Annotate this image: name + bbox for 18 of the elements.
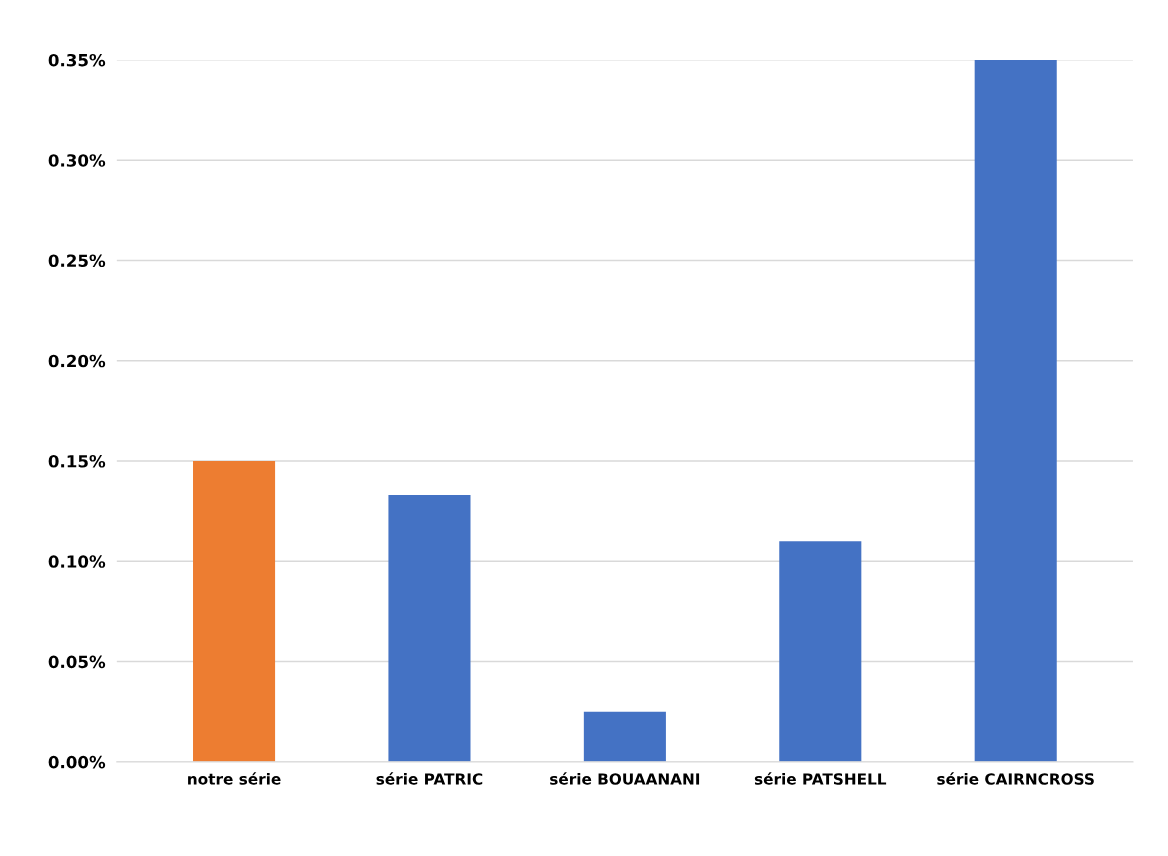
y-tick-label: 0.00% xyxy=(48,755,106,769)
bar xyxy=(974,59,1057,762)
bar xyxy=(583,711,666,762)
y-tick-label: 0.20% xyxy=(48,354,106,368)
x-tick-label: série BOUAANANI xyxy=(550,772,700,785)
x-tick-label: série PATSHELL xyxy=(754,772,887,785)
y-tick-label: 0.05% xyxy=(48,655,106,669)
bar xyxy=(193,461,276,762)
y-tick-label: 0.35% xyxy=(48,53,106,67)
y-tick-label: 0.15% xyxy=(48,454,106,468)
x-tick-label: série PATRIC xyxy=(376,772,483,785)
bar xyxy=(388,495,471,762)
y-tick-label: 0.10% xyxy=(48,555,106,568)
x-tick-label: notre série xyxy=(188,772,281,785)
bar xyxy=(779,541,862,762)
x-tick-label: série CAIRNCROSS xyxy=(937,772,1094,785)
y-tick-label: 0.25% xyxy=(48,254,106,268)
y-tick-label: 0.30% xyxy=(48,154,106,167)
